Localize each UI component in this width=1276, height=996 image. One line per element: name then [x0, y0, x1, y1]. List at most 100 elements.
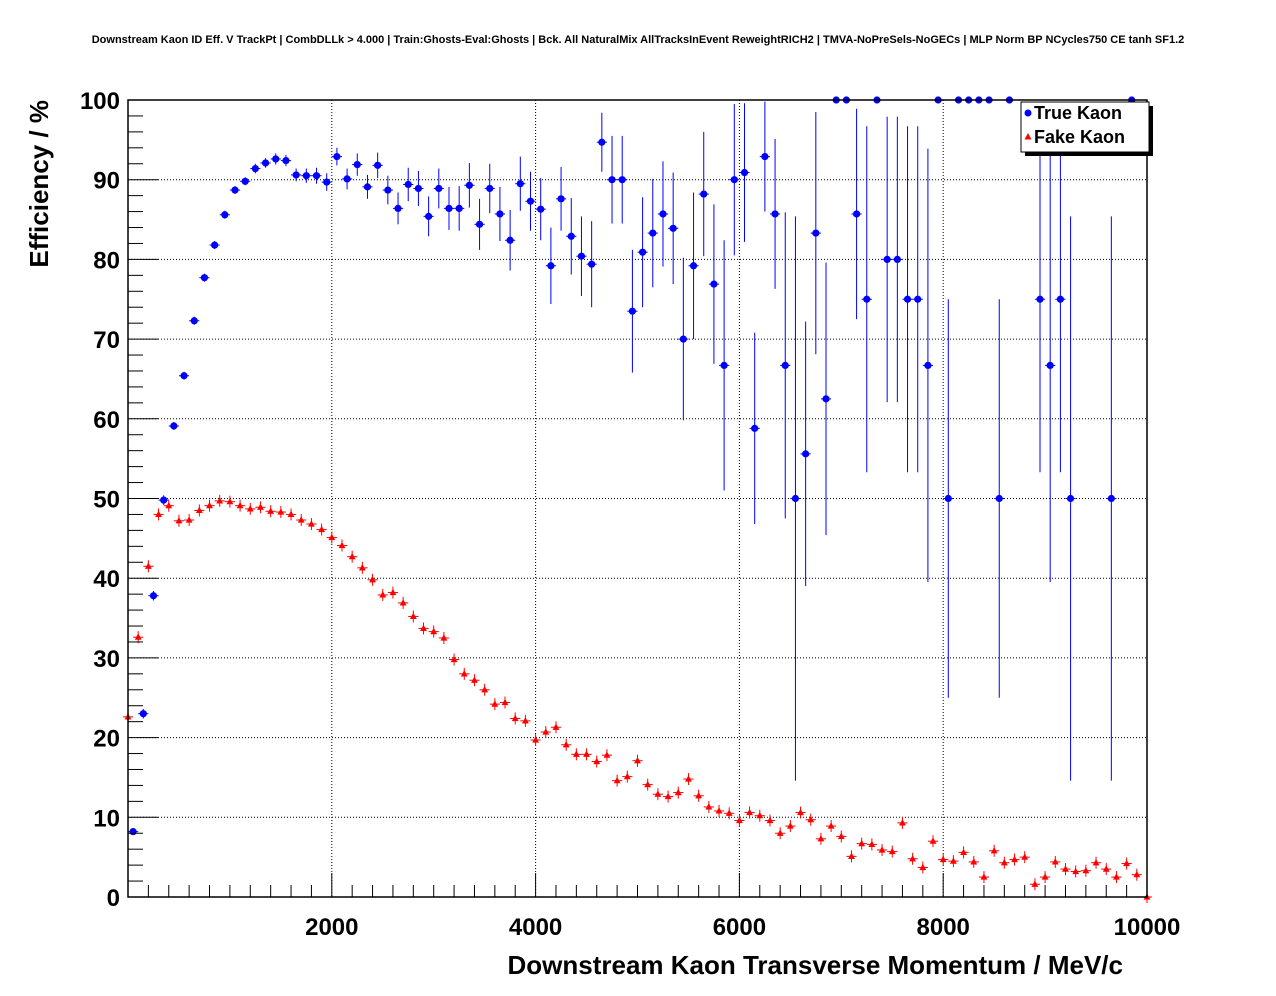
x-axis-label: Downstream Kaon Transverse Momentum / Me… [507, 950, 1123, 980]
fake-kaon-point [409, 612, 417, 620]
fake-kaon-point [960, 848, 967, 855]
true-kaon-point [445, 204, 453, 212]
true-kaon-point [689, 262, 698, 270]
true-kaon-point [363, 183, 372, 191]
fake-kaon-point [379, 591, 387, 598]
true-kaon-point [1056, 295, 1064, 303]
x-tick-label: 2000 [305, 914, 358, 941]
y-tick-label: 70 [93, 327, 120, 354]
fake-kaon-point [491, 700, 499, 707]
fake-kaon-point [369, 575, 376, 583]
true-kaon-point [659, 210, 667, 218]
true-kaon-point [312, 172, 321, 180]
true-kaon-point [751, 424, 759, 432]
true-kaon-point [781, 361, 789, 370]
true-kaon-point [669, 224, 677, 232]
true-kaon-point [139, 710, 147, 718]
true-kaon-point [180, 372, 188, 380]
fake-kaon-point [328, 533, 336, 541]
true-kaon-point [190, 317, 198, 325]
fake-kaon-point [909, 854, 917, 862]
fake-kaon-point [1062, 865, 1069, 872]
fake-kaon-point [430, 627, 438, 635]
fake-kaon-point [970, 858, 978, 865]
fake-kaon-point [481, 685, 489, 693]
true-kaon-point [211, 241, 219, 249]
fake-kaon-point [471, 676, 478, 683]
true-kaon-point [537, 205, 545, 213]
fake-kaon-point [175, 517, 183, 524]
fake-kaon-point [776, 829, 784, 836]
fake-kaon-point [206, 501, 213, 509]
fake-kaon-point [1123, 859, 1131, 867]
fake-kaon-point [246, 505, 254, 512]
legend-box [1020, 101, 1150, 153]
fake-kaon-point [705, 803, 713, 810]
fake-kaon-point [634, 756, 641, 764]
true-kaon-point [221, 211, 229, 219]
true-kaon-point [384, 186, 392, 194]
fake-kaon-point [144, 562, 152, 569]
y-tick-label: 50 [93, 487, 120, 514]
true-kaon-point [903, 295, 912, 303]
true-kaon-point [486, 184, 494, 193]
fake-kaon-point [155, 510, 162, 518]
fake-kaon-point [195, 506, 203, 514]
true-kaon-point [649, 229, 657, 237]
fake-kaon-point [949, 857, 957, 864]
true-kaon-point [638, 248, 647, 256]
true-kaon-point [414, 184, 423, 193]
fake-kaon-point [715, 807, 723, 814]
true-kaon-point [567, 232, 575, 240]
grid [128, 100, 1147, 897]
true-kaon-point [475, 220, 484, 228]
fake-kaon-point [990, 846, 998, 854]
fake-kaon-point [389, 588, 397, 596]
y-tick-label: 0 [107, 885, 120, 912]
y-tick-label: 90 [93, 168, 120, 195]
fake-kaon-point [746, 808, 753, 816]
true-kaon-point [374, 161, 382, 169]
true-kaon-point [802, 450, 810, 458]
true-kaon-point [1046, 361, 1054, 370]
fake-kaon-point [766, 816, 774, 824]
true-kaon-point [730, 176, 738, 184]
fake-kaon-point [1113, 873, 1120, 880]
fake-kaon-point [583, 750, 590, 757]
fake-kaon-point [522, 717, 529, 724]
true-kaon-point [343, 175, 351, 183]
fake-kaon-point [929, 837, 937, 844]
fake-kaon-point [185, 516, 193, 523]
y-tick-label: 20 [93, 726, 120, 753]
true-kaon-point [608, 176, 616, 184]
fake-kaon-point [1133, 870, 1141, 878]
fake-kaon-point [797, 808, 804, 816]
fake-kaon-point [257, 503, 264, 510]
true-kaon-point [149, 592, 158, 600]
fake-kaon-point [297, 516, 305, 523]
fake-kaon-point [654, 790, 662, 797]
fake-kaon-point [664, 792, 672, 800]
true-kaon-point [924, 361, 932, 370]
fake-kaon-point [542, 728, 550, 735]
fake-kaon-point [1041, 873, 1049, 880]
fake-kaon-point [267, 507, 275, 514]
data-series [122, 96, 1153, 903]
fake-kaon-point [318, 525, 326, 533]
fake-kaon-point [685, 775, 692, 782]
fake-kaon-point [460, 670, 468, 677]
fake-kaon-point [1082, 866, 1090, 874]
fake-kaon-point [358, 564, 366, 571]
legend-label-fake-kaon: Fake Kaon [1034, 127, 1125, 147]
fake-kaon-point [807, 815, 815, 823]
true-kaon-point [272, 155, 280, 163]
fake-kaon-point [848, 852, 855, 859]
legend-marker-true-kaon [1024, 109, 1032, 117]
fake-kaon-point [888, 847, 896, 855]
true-kaon-point [628, 307, 637, 315]
fake-kaon-point [736, 816, 743, 824]
fake-kaon-point [868, 840, 876, 847]
x-tick-label: 8000 [917, 914, 970, 941]
true-kaon-point [893, 255, 901, 263]
fake-kaon-point [786, 822, 794, 829]
